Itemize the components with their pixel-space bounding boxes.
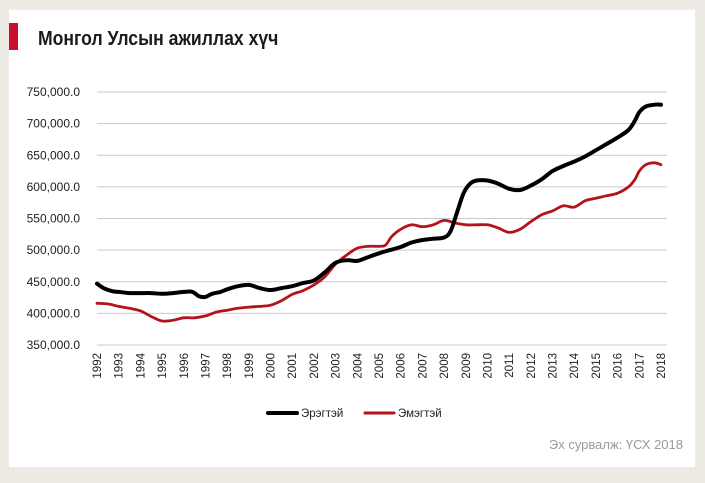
- x-tick-label: 2015: [591, 353, 603, 379]
- series-line-male: [95, 102, 663, 300]
- title-accent-bar: [9, 23, 18, 50]
- x-tick-label: 2014: [569, 352, 581, 378]
- y-tick-label: 700,000.0: [27, 117, 81, 131]
- series-line-female: [95, 161, 663, 323]
- legend-label-male: Эрэгтэй: [301, 408, 343, 420]
- y-tick-label: 650,000.0: [27, 148, 81, 162]
- y-tick-label: 500,000.0: [27, 243, 81, 257]
- y-tick-label: 400,000.0: [27, 306, 81, 320]
- y-tick-label: 450,000.0: [27, 275, 81, 289]
- x-tick-label: 1995: [157, 353, 169, 379]
- x-tick-label: 2012: [526, 353, 538, 379]
- series-lines: [95, 102, 663, 323]
- y-tick-label: 350,000.0: [27, 338, 81, 352]
- x-tick-label: 1993: [114, 353, 126, 379]
- y-tick-label: 600,000.0: [27, 180, 81, 194]
- x-tick-label: 1997: [200, 353, 212, 379]
- x-axis-tick-labels: 1992 1993 1994 1995 1996 1997 1998 1999 2000 2001…: [92, 352, 668, 378]
- source-note: Эх сурвалж: ҮСХ 2018: [548, 437, 683, 452]
- chart-card: [9, 10, 695, 467]
- x-tick-label: 2003: [331, 353, 343, 379]
- x-tick-label: 2001: [287, 353, 299, 379]
- x-tick-label: 1999: [244, 353, 256, 379]
- x-tick-label: 1994: [135, 352, 147, 378]
- x-tick-label: 2004: [352, 352, 364, 378]
- y-tick-label: 750,000.0: [27, 85, 81, 99]
- gridlines: [97, 91, 667, 346]
- y-axis-tick-labels: 750,000.0 700,000.0 650,000.0 600,000.0 550,…: [27, 85, 81, 352]
- x-tick-label: 2016: [613, 353, 625, 379]
- x-tick-label: 2017: [634, 353, 646, 379]
- x-tick-label: 2010: [482, 353, 494, 379]
- chart-title: Монгол Улсын ажиллах хүч: [38, 28, 279, 50]
- x-tick-label: 1992: [92, 353, 104, 379]
- x-tick-label: 1996: [179, 353, 191, 379]
- x-tick-label: 2002: [309, 353, 321, 379]
- x-tick-label: 2005: [374, 353, 386, 379]
- x-tick-label: 2007: [417, 353, 429, 379]
- x-tick-label: 1998: [222, 353, 234, 379]
- x-tick-label: 2009: [461, 353, 473, 379]
- x-tick-label: 2011: [504, 353, 516, 378]
- x-tick-label: 2008: [439, 353, 451, 379]
- x-tick-label: 2006: [396, 353, 408, 379]
- x-tick-label: 2013: [548, 353, 560, 379]
- x-tick-label: 2000: [266, 353, 278, 379]
- legend-label-female: Эмэгтэй: [398, 408, 442, 420]
- legend: Эрэгтэй Эмэгтэй: [266, 408, 442, 420]
- y-tick-label: 550,000.0: [27, 212, 81, 226]
- x-tick-label: 2018: [656, 353, 668, 379]
